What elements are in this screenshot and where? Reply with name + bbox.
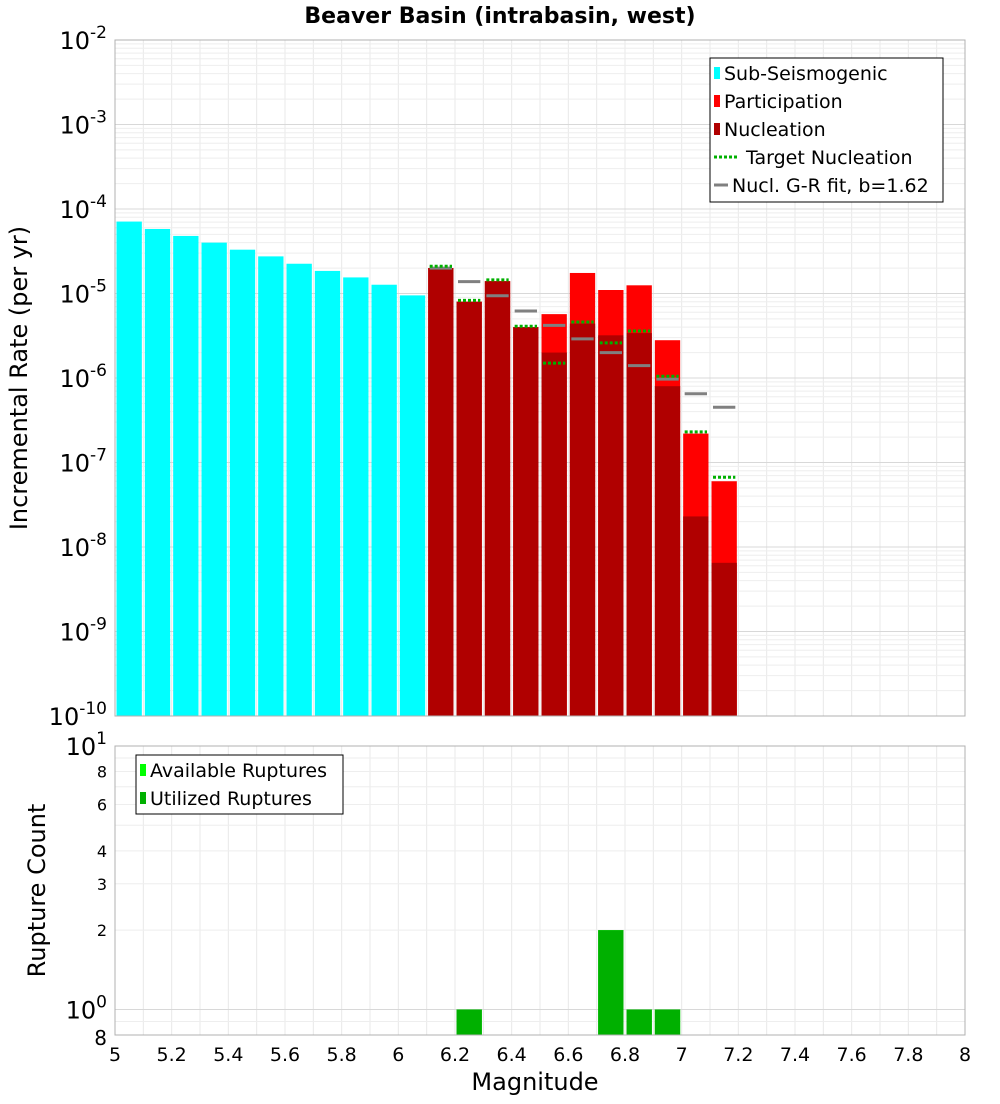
legend-swatch <box>140 764 146 776</box>
legend-swatch <box>714 95 720 107</box>
y-minor-tick-label: 3 <box>97 875 107 894</box>
x-tick-label: 8 <box>959 1044 971 1066</box>
top-plot-bars <box>116 221 737 717</box>
x-tick-label: 5.2 <box>157 1044 187 1066</box>
bottom-legend: Available Ruptures Utilized Ruptures <box>135 754 344 815</box>
y-tick-label: 10-8 <box>60 530 108 562</box>
x-tick-label: 6 <box>392 1044 404 1066</box>
nucleation-bar <box>569 323 596 716</box>
y-minor-tick-label: 4 <box>97 842 107 861</box>
legend-swatch <box>714 67 720 79</box>
target-nucleation-line <box>429 264 736 479</box>
bottom-plot-border <box>114 745 966 1036</box>
top-plot-grid <box>114 40 966 717</box>
x-tick-label: 5.6 <box>270 1044 300 1066</box>
legend-label: Target Nucleation <box>745 147 913 169</box>
nucleation-bar <box>456 301 482 716</box>
y-minor-tick-label: 2 <box>97 921 107 940</box>
top-legend-box <box>709 57 944 203</box>
utilized-ruptures-bar <box>626 1009 652 1035</box>
y-tick-label: 10-10 <box>49 699 107 731</box>
x-tick-label: 6.6 <box>553 1044 583 1066</box>
x-tick-label: 5.8 <box>327 1044 357 1066</box>
y-tick-label: 10-5 <box>60 277 108 309</box>
y-tick-label: 10-9 <box>60 615 108 647</box>
chart-title: Beaver Basin (intrabasin, west) <box>304 4 695 29</box>
nucleation-bar <box>654 386 681 716</box>
x-tick-label: 5.4 <box>213 1044 243 1066</box>
y-major-tick-label: 101 <box>66 729 107 761</box>
top-y-axis-label: Incremental Rate (per yr) <box>5 226 33 530</box>
sub-seismogenic-bar <box>343 277 369 716</box>
nucleation-bar <box>683 516 709 716</box>
y-major-tick-label: 100 <box>66 992 107 1024</box>
legend-label: Available Ruptures <box>150 760 327 782</box>
x-tick-label: 7.8 <box>893 1044 923 1066</box>
sub-seismogenic-bar <box>144 228 171 716</box>
legend-label: Participation <box>724 91 843 113</box>
legend-label: Nucl. G-R fit, b=1.62 <box>732 175 929 197</box>
utilized-ruptures-bar <box>654 1009 681 1035</box>
x-tick-label: 6.4 <box>497 1044 527 1066</box>
x-tick-labels: 5 5.2 5.4 5.6 5.8 6 6.2 6.4 6.6 6.8 7 7.2 7.4 7.6 7.8 8 <box>109 1044 971 1066</box>
x-tick-label: 6.2 <box>440 1044 470 1066</box>
y-minor-tick-label: 6 <box>97 795 107 814</box>
legend-label: Nucleation <box>724 119 826 141</box>
y-minor-tick-label: 8 <box>97 763 107 782</box>
nucleation-bar <box>513 327 539 716</box>
y-tick-label: 10-7 <box>60 446 108 478</box>
x-tick-label: 7.6 <box>837 1044 867 1066</box>
nucleation-bar <box>484 281 511 716</box>
sub-seismogenic-bar <box>229 249 256 716</box>
nucleation-bar <box>598 335 624 716</box>
utilized-ruptures-bar <box>456 1009 482 1035</box>
legend-swatch <box>714 123 720 135</box>
x-tick-label: 7.2 <box>723 1044 753 1066</box>
gr-fit-line <box>429 266 736 409</box>
x-tick-label: 7 <box>676 1044 688 1066</box>
top-legend: Sub-Seismogenic Participation Nucleation Ta… <box>709 57 944 203</box>
x-tick-label: 5 <box>109 1044 121 1066</box>
nucleation-bar <box>626 333 652 716</box>
sub-seismogenic-bar <box>314 270 341 716</box>
sub-seismogenic-bar <box>399 295 426 716</box>
top-y-tick-labels: 10-10 10-9 10-8 10-7 10-6 10-5 10-4 10-3 10-2 <box>49 23 107 731</box>
nucleation-bar <box>428 268 454 716</box>
bottom-plot-bars <box>456 930 681 1035</box>
sub-seismogenic-bar <box>258 256 284 716</box>
y-tick-label: 10-2 <box>60 23 108 55</box>
legend-label: Utilized Ruptures <box>150 788 312 810</box>
x-tick-label: 6.8 <box>610 1044 640 1066</box>
nucleation-bar <box>711 562 737 716</box>
nucleation-bar <box>541 352 567 716</box>
sub-seismogenic-bar <box>371 284 397 716</box>
sub-seismogenic-bar <box>201 242 227 717</box>
x-axis-label: Magnitude <box>471 1068 598 1096</box>
sub-seismogenic-bar <box>116 221 142 716</box>
bottom-y-tick-labels: 8 6 4 3 2 8 101 100 <box>66 729 107 1050</box>
utilized-ruptures-bar <box>598 930 624 1035</box>
y-minor-tick-label: 8 <box>94 1026 107 1050</box>
legend-label: Sub-Seismogenic <box>724 63 888 85</box>
top-plot-border <box>114 39 966 717</box>
bottom-legend-box <box>135 754 344 815</box>
y-tick-label: 10-3 <box>60 108 108 140</box>
legend-swatch <box>140 792 146 804</box>
bottom-y-axis-label: Rupture Count <box>23 804 51 978</box>
x-tick-label: 7.4 <box>780 1044 810 1066</box>
sub-seismogenic-bar <box>286 263 312 716</box>
sub-seismogenic-bar <box>173 235 199 716</box>
y-tick-label: 10-6 <box>60 361 108 393</box>
y-tick-label: 10-4 <box>60 192 108 224</box>
